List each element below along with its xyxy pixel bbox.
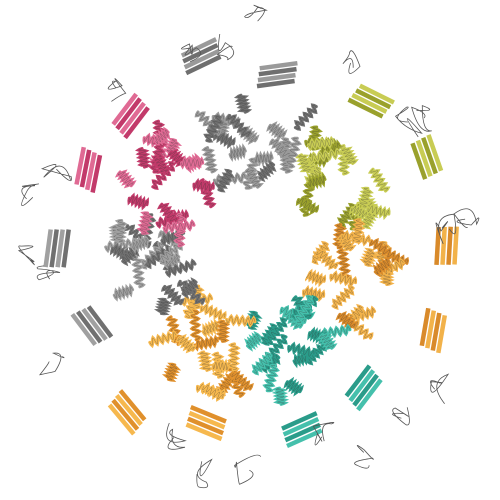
subunit-magenta (21, 78, 217, 248)
beta-strand (79, 149, 92, 188)
beta-strand (286, 428, 323, 449)
loop (312, 422, 335, 446)
beta-strand (348, 369, 376, 403)
beta-strand (355, 88, 392, 110)
beta-strand (257, 72, 296, 83)
beta-strand (415, 139, 433, 178)
beta-strand (55, 229, 65, 268)
beta-strand (258, 66, 297, 77)
beta-strand (452, 226, 459, 265)
beta-strand (118, 389, 147, 422)
beta-strand (259, 60, 298, 71)
beta-strand (81, 307, 108, 341)
beta-strand (410, 142, 428, 180)
beta-strand (446, 226, 453, 265)
loop (342, 50, 361, 74)
loop (107, 78, 127, 102)
central-pore (197, 192, 313, 308)
beta-strand (434, 226, 441, 266)
subunit-orange (302, 208, 480, 404)
loop (234, 454, 262, 485)
loop (435, 213, 457, 245)
beta-strand (358, 83, 395, 105)
beta-strand (114, 393, 143, 426)
loop (17, 245, 35, 266)
beta-strand (187, 416, 224, 436)
beta-strand (281, 411, 318, 431)
loop (38, 352, 65, 376)
loop (21, 183, 39, 206)
beta-strand (282, 416, 320, 437)
loop (244, 4, 268, 22)
subunit-gray2 (17, 213, 206, 376)
beta-strand (70, 312, 97, 347)
loop (216, 33, 235, 61)
subunit-orange2 (107, 284, 262, 489)
loop (411, 105, 432, 132)
beta-strand (111, 92, 138, 126)
loop (181, 43, 202, 63)
loop (429, 373, 450, 404)
beta-strand (188, 410, 226, 430)
beta-strand (86, 305, 114, 339)
beta-strand (419, 307, 431, 347)
beta-strand (111, 398, 140, 431)
beta-strand (344, 364, 372, 398)
beta-strand (84, 152, 97, 191)
loop (453, 208, 480, 228)
beta-strand (436, 315, 448, 354)
beta-strand (123, 106, 150, 140)
loop (40, 164, 72, 182)
beta-strand (43, 229, 53, 268)
beta-strand (49, 229, 59, 268)
beta-strand (76, 310, 103, 344)
beta-strand (180, 37, 218, 58)
loop (196, 458, 213, 489)
beta-strand (115, 97, 142, 131)
beta-strand (356, 378, 383, 412)
beta-strand (185, 54, 222, 76)
beta-strand (352, 373, 379, 407)
loop (392, 407, 410, 426)
loop (354, 445, 374, 469)
beta-strand (440, 226, 447, 265)
beta-strand (74, 146, 87, 185)
loop (166, 422, 187, 450)
loop (395, 106, 423, 138)
beta-strand (256, 78, 295, 89)
beta-strand (421, 136, 438, 175)
beta-strand (183, 48, 220, 70)
beta-strand (351, 92, 388, 114)
beta-strand (426, 134, 444, 172)
subunit-olive (294, 50, 444, 231)
subunit-teal (243, 294, 410, 469)
beta-strand (107, 403, 136, 436)
beta-strand (425, 310, 437, 349)
beta-strand (189, 405, 227, 424)
beta-strand (347, 97, 384, 119)
subunit-gray (180, 4, 318, 193)
beta-strand (185, 422, 223, 442)
loop (36, 265, 61, 281)
beta-strand (90, 154, 103, 193)
beta-strand (61, 229, 71, 268)
beta-strand (430, 312, 442, 351)
beta-strand (119, 101, 146, 135)
